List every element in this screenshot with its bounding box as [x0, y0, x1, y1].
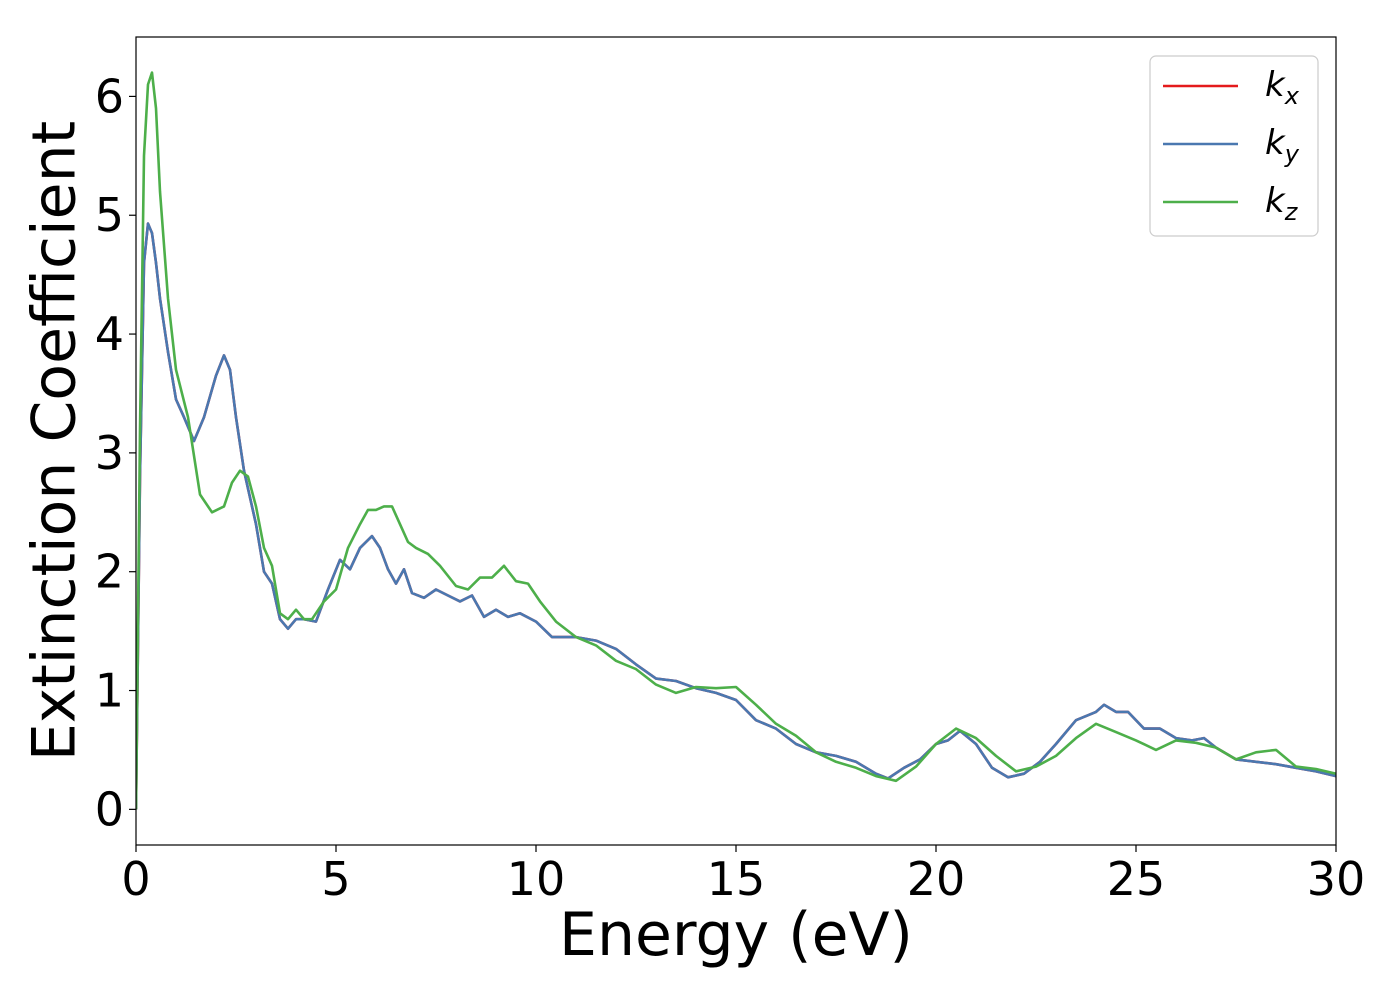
x-axis: 0 5 10 15 20 25 30: [121, 845, 1365, 906]
y-tick-label: 2: [95, 545, 124, 599]
y-tick-label: 5: [95, 188, 124, 242]
y-axis: 0 1 2 3 4 5 6: [95, 69, 136, 836]
x-axis-label: Energy (eV): [559, 900, 913, 970]
x-tick-label: 25: [1107, 852, 1166, 906]
y-tick-label: 1: [95, 664, 124, 718]
y-tick-label: 0: [95, 782, 124, 836]
y-tick-label: 3: [95, 426, 124, 480]
x-tick-label: 30: [1307, 852, 1366, 906]
series-line-kz: [136, 71, 1336, 810]
x-tick-label: 20: [907, 852, 966, 906]
x-tick-label: 15: [707, 852, 766, 906]
legend-label: kz: [1265, 181, 1299, 226]
series-line-ky: [136, 222, 1336, 810]
series-line-kx: [136, 222, 1336, 810]
x-tick-label: 0: [121, 852, 150, 906]
x-tick-label: 5: [321, 852, 350, 906]
series-lines: [136, 71, 1336, 810]
y-tick-label: 4: [95, 307, 124, 361]
x-tick-label: 10: [507, 852, 566, 906]
legend-frame: [1149, 55, 1319, 237]
y-tick-label: 6: [95, 69, 124, 123]
y-axis-label: Extinction Coefficient: [20, 121, 90, 761]
